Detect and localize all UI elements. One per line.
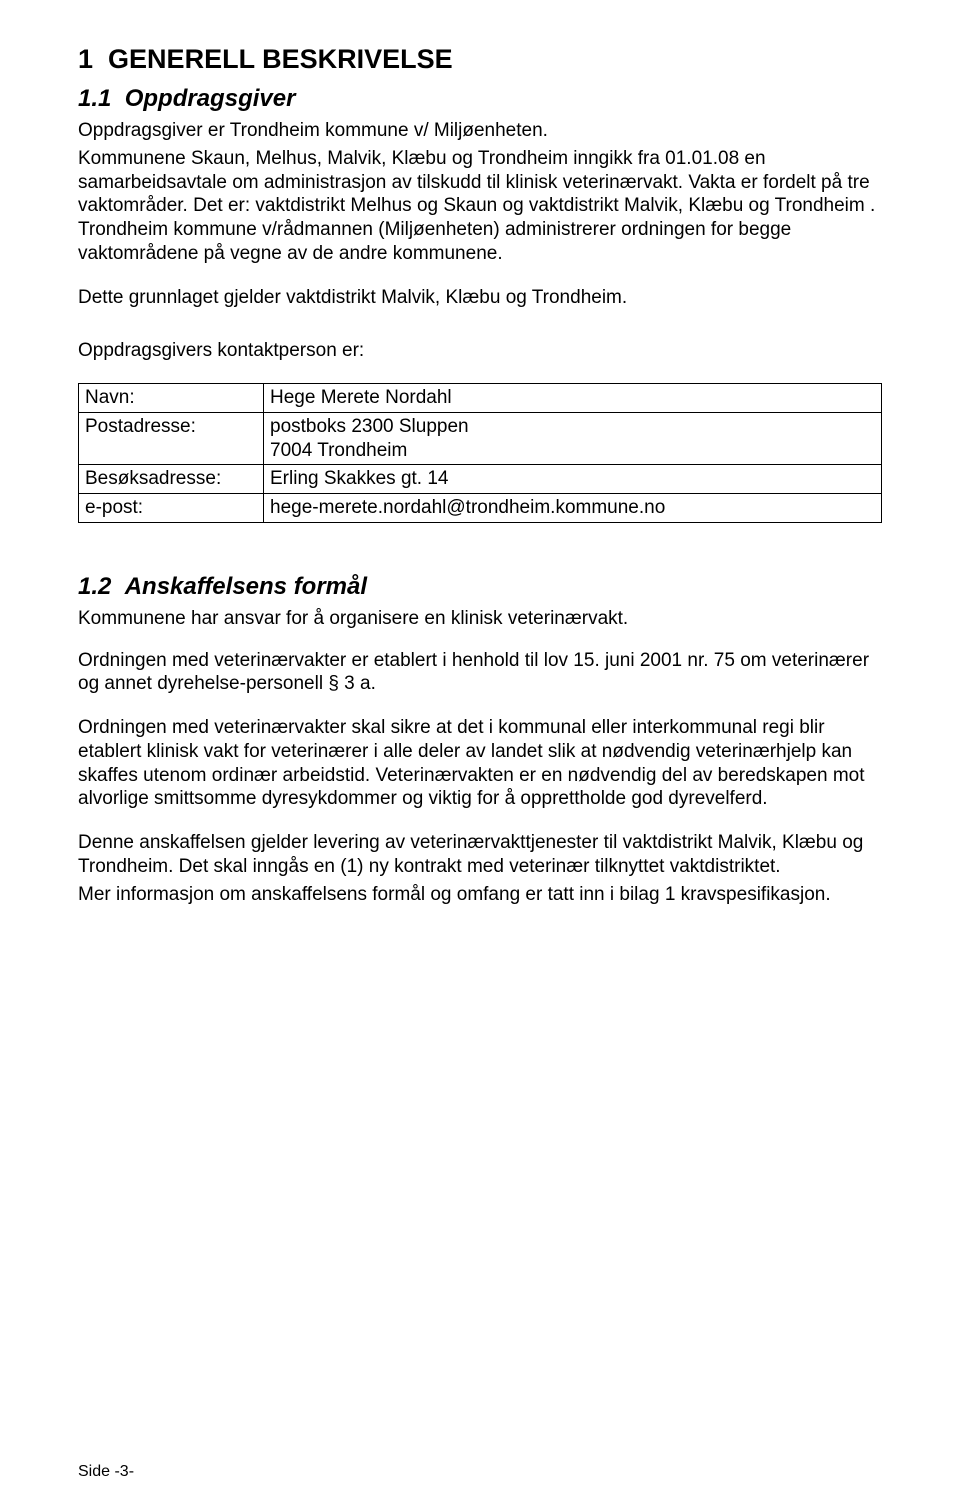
section-1-1-para-1: Oppdragsgiver er Trondheim kommune v/ Mi… [78, 119, 882, 143]
contact-value-postadresse: postboks 2300 Sluppen7004 Trondheim [264, 412, 882, 465]
section-1-title: GENERELL BESKRIVELSE [108, 44, 453, 74]
table-row: Navn: Hege Merete Nordahl [79, 384, 882, 413]
section-1-2-para-2: Ordningen med veterinærvakter er etabler… [78, 649, 882, 697]
contact-table: Navn: Hege Merete Nordahl Postadresse: p… [78, 383, 882, 523]
contact-value-besoksadresse: Erling Skakkes gt. 14 [264, 465, 882, 494]
section-1-2-heading: 1.2 Anskaffelsens formål [78, 573, 882, 601]
contact-label-epost: e-post: [79, 494, 264, 523]
contact-label-navn: Navn: [79, 384, 264, 413]
section-1-2-number: 1.2 [78, 573, 111, 600]
document-page: 1 GENERELL BESKRIVELSE 1.1 Oppdragsgiver… [0, 0, 960, 1511]
table-row: Besøksadresse: Erling Skakkes gt. 14 [79, 465, 882, 494]
section-1-1-para-3: Dette grunnlaget gjelder vaktdistrikt Ma… [78, 286, 882, 310]
page-footer: Side -3- [78, 1463, 134, 1481]
section-1-2-para-5: Mer informasjon om anskaffelsens formål … [78, 883, 882, 907]
contact-label-postadresse: Postadresse: [79, 412, 264, 465]
section-1-1-number: 1.1 [78, 85, 111, 112]
section-1-1-heading: 1.1 Oppdragsgiver [78, 85, 882, 113]
contact-value-epost: hege-merete.nordahl@trondheim.kommune.no [264, 494, 882, 523]
contact-value-navn: Hege Merete Nordahl [264, 384, 882, 413]
table-row: e-post: hege-merete.nordahl@trondheim.ko… [79, 494, 882, 523]
section-1-2-title: Anskaffelsens formål [125, 573, 367, 600]
section-1-1-para-2: Kommunene Skaun, Melhus, Malvik, Klæbu o… [78, 147, 882, 266]
section-1-1-title: Oppdragsgiver [125, 85, 296, 112]
section-1-1-para-4: Oppdragsgivers kontaktperson er: [78, 339, 882, 363]
table-row: Postadresse: postboks 2300 Sluppen7004 T… [79, 412, 882, 465]
section-1-heading: 1 GENERELL BESKRIVELSE [78, 44, 882, 75]
section-1-2-para-1: Kommunene har ansvar for å organisere en… [78, 607, 882, 631]
contact-label-besoksadresse: Besøksadresse: [79, 465, 264, 494]
section-1-number: 1 [78, 44, 93, 74]
section-1-2-para-3: Ordningen med veterinærvakter skal sikre… [78, 716, 882, 811]
section-1-2-para-4: Denne anskaffelsen gjelder levering av v… [78, 831, 882, 879]
